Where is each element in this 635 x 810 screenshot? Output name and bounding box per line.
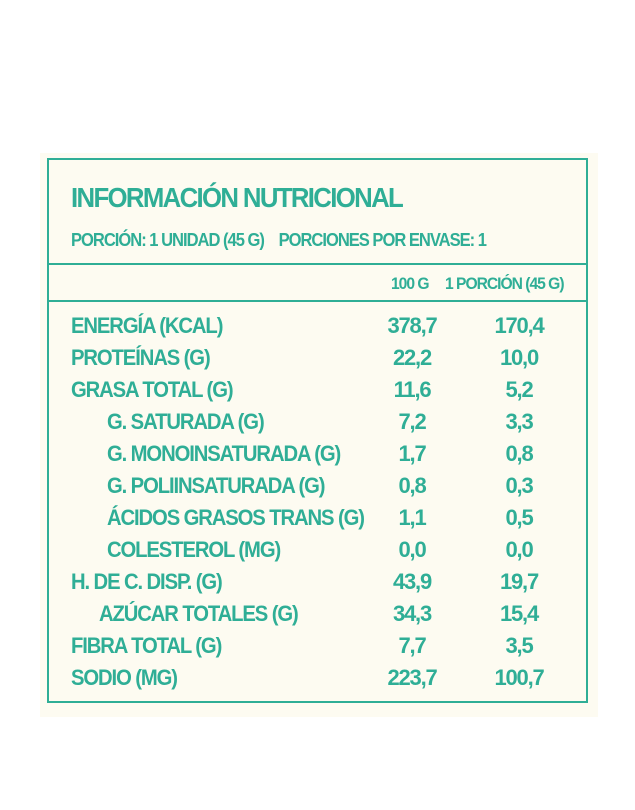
value-per-portion: 0,8 [505, 441, 534, 466]
label-background [40, 153, 598, 717]
nutrient-row: COLESTEROL (MG) 0,0 0,0 [49, 537, 586, 569]
value-per-100g: 11,6 [393, 377, 432, 402]
nutrient-row: G. POLIINSATURADA (G) 0,8 0,3 [49, 473, 586, 505]
servings-per-pack: PORCIONES POR ENVASE: 1 [278, 230, 487, 250]
value-per-100g: 43,9 [392, 569, 432, 594]
value-per-portion: 0,5 [505, 505, 534, 530]
divider-top [49, 263, 586, 265]
value-per-100g: 7,2 [398, 409, 427, 434]
column-header-portion: 1 PORCIÓN (45 G) [445, 274, 565, 293]
nutrient-name: AZÚCAR TOTALES (G) [99, 601, 299, 626]
value-per-100g: 223,7 [387, 665, 437, 690]
value-per-portion: 3,5 [505, 633, 534, 658]
value-per-portion: 100,7 [494, 665, 544, 690]
column-header-100g: 100 G [391, 274, 430, 293]
nutrient-name: ENERGÍA (KCAL) [71, 313, 223, 338]
divider-header [49, 300, 586, 302]
serving-size: PORCIÓN: 1 UNIDAD (45 G) [71, 230, 265, 250]
value-per-100g: 1,1 [398, 505, 427, 530]
nutrient-row: FIBRA TOTAL (G) 7,7 3,5 [49, 633, 586, 665]
value-per-100g: 378,7 [387, 313, 437, 338]
nutrient-name: PROTEÍNAS (G) [71, 345, 211, 370]
value-per-100g: 22,2 [392, 345, 432, 370]
nutrient-name: G. POLIINSATURADA (G) [107, 473, 326, 498]
label-title: INFORMACIÓN NUTRICIONAL [71, 182, 404, 213]
nutrient-name: COLESTEROL (MG) [107, 537, 281, 562]
value-per-portion: 10,0 [499, 345, 539, 370]
value-per-portion: 170,4 [494, 313, 544, 338]
value-per-portion: 0,0 [505, 537, 534, 562]
value-per-portion: 5,2 [505, 377, 534, 402]
nutrient-row: SODIO (MG) 223,7 100,7 [49, 665, 586, 697]
nutrient-row: G. SATURADA (G) 7,2 3,3 [49, 409, 586, 441]
nutrient-row: AZÚCAR TOTALES (G) 34,3 15,4 [49, 601, 586, 633]
nutrient-row: ENERGÍA (KCAL) 378,7 170,4 [49, 313, 586, 345]
value-per-100g: 1,7 [398, 441, 427, 466]
value-per-100g: 34,3 [392, 601, 432, 626]
nutrient-name: FIBRA TOTAL (G) [71, 633, 222, 658]
nutrient-name: G. SATURADA (G) [107, 409, 265, 434]
value-per-portion: 15,4 [499, 601, 539, 626]
value-per-100g: 0,8 [398, 473, 427, 498]
value-per-100g: 7,7 [398, 633, 427, 658]
serving-info: PORCIÓN: 1 UNIDAD (45 G) PORCIONES POR EN… [71, 230, 487, 251]
nutrient-row: H. DE C. DISP. (G) 43,9 19,7 [49, 569, 586, 601]
nutrient-row: G. MONOINSATURADA (G) 1,7 0,8 [49, 441, 586, 473]
value-per-portion: 19,7 [499, 569, 539, 594]
nutrient-name: G. MONOINSATURADA (G) [107, 441, 341, 466]
value-per-portion: 0,3 [505, 473, 534, 498]
nutrient-name: GRASA TOTAL (G) [71, 377, 234, 402]
nutrition-facts-label: INFORMACIÓN NUTRICIONAL PORCIÓN: 1 UNIDA… [47, 158, 588, 703]
nutrient-row: ÁCIDOS GRASOS TRANS (G) 1,1 0,5 [49, 505, 586, 537]
value-per-100g: 0,0 [398, 537, 427, 562]
nutrient-name: ÁCIDOS GRASOS TRANS (G) [107, 505, 365, 530]
nutrient-row: PROTEÍNAS (G) 22,2 10,0 [49, 345, 586, 377]
nutrient-row: GRASA TOTAL (G) 11,6 5,2 [49, 377, 586, 409]
nutrient-name: SODIO (MG) [71, 665, 178, 690]
value-per-portion: 3,3 [505, 409, 534, 434]
nutrient-name: H. DE C. DISP. (G) [71, 569, 223, 594]
